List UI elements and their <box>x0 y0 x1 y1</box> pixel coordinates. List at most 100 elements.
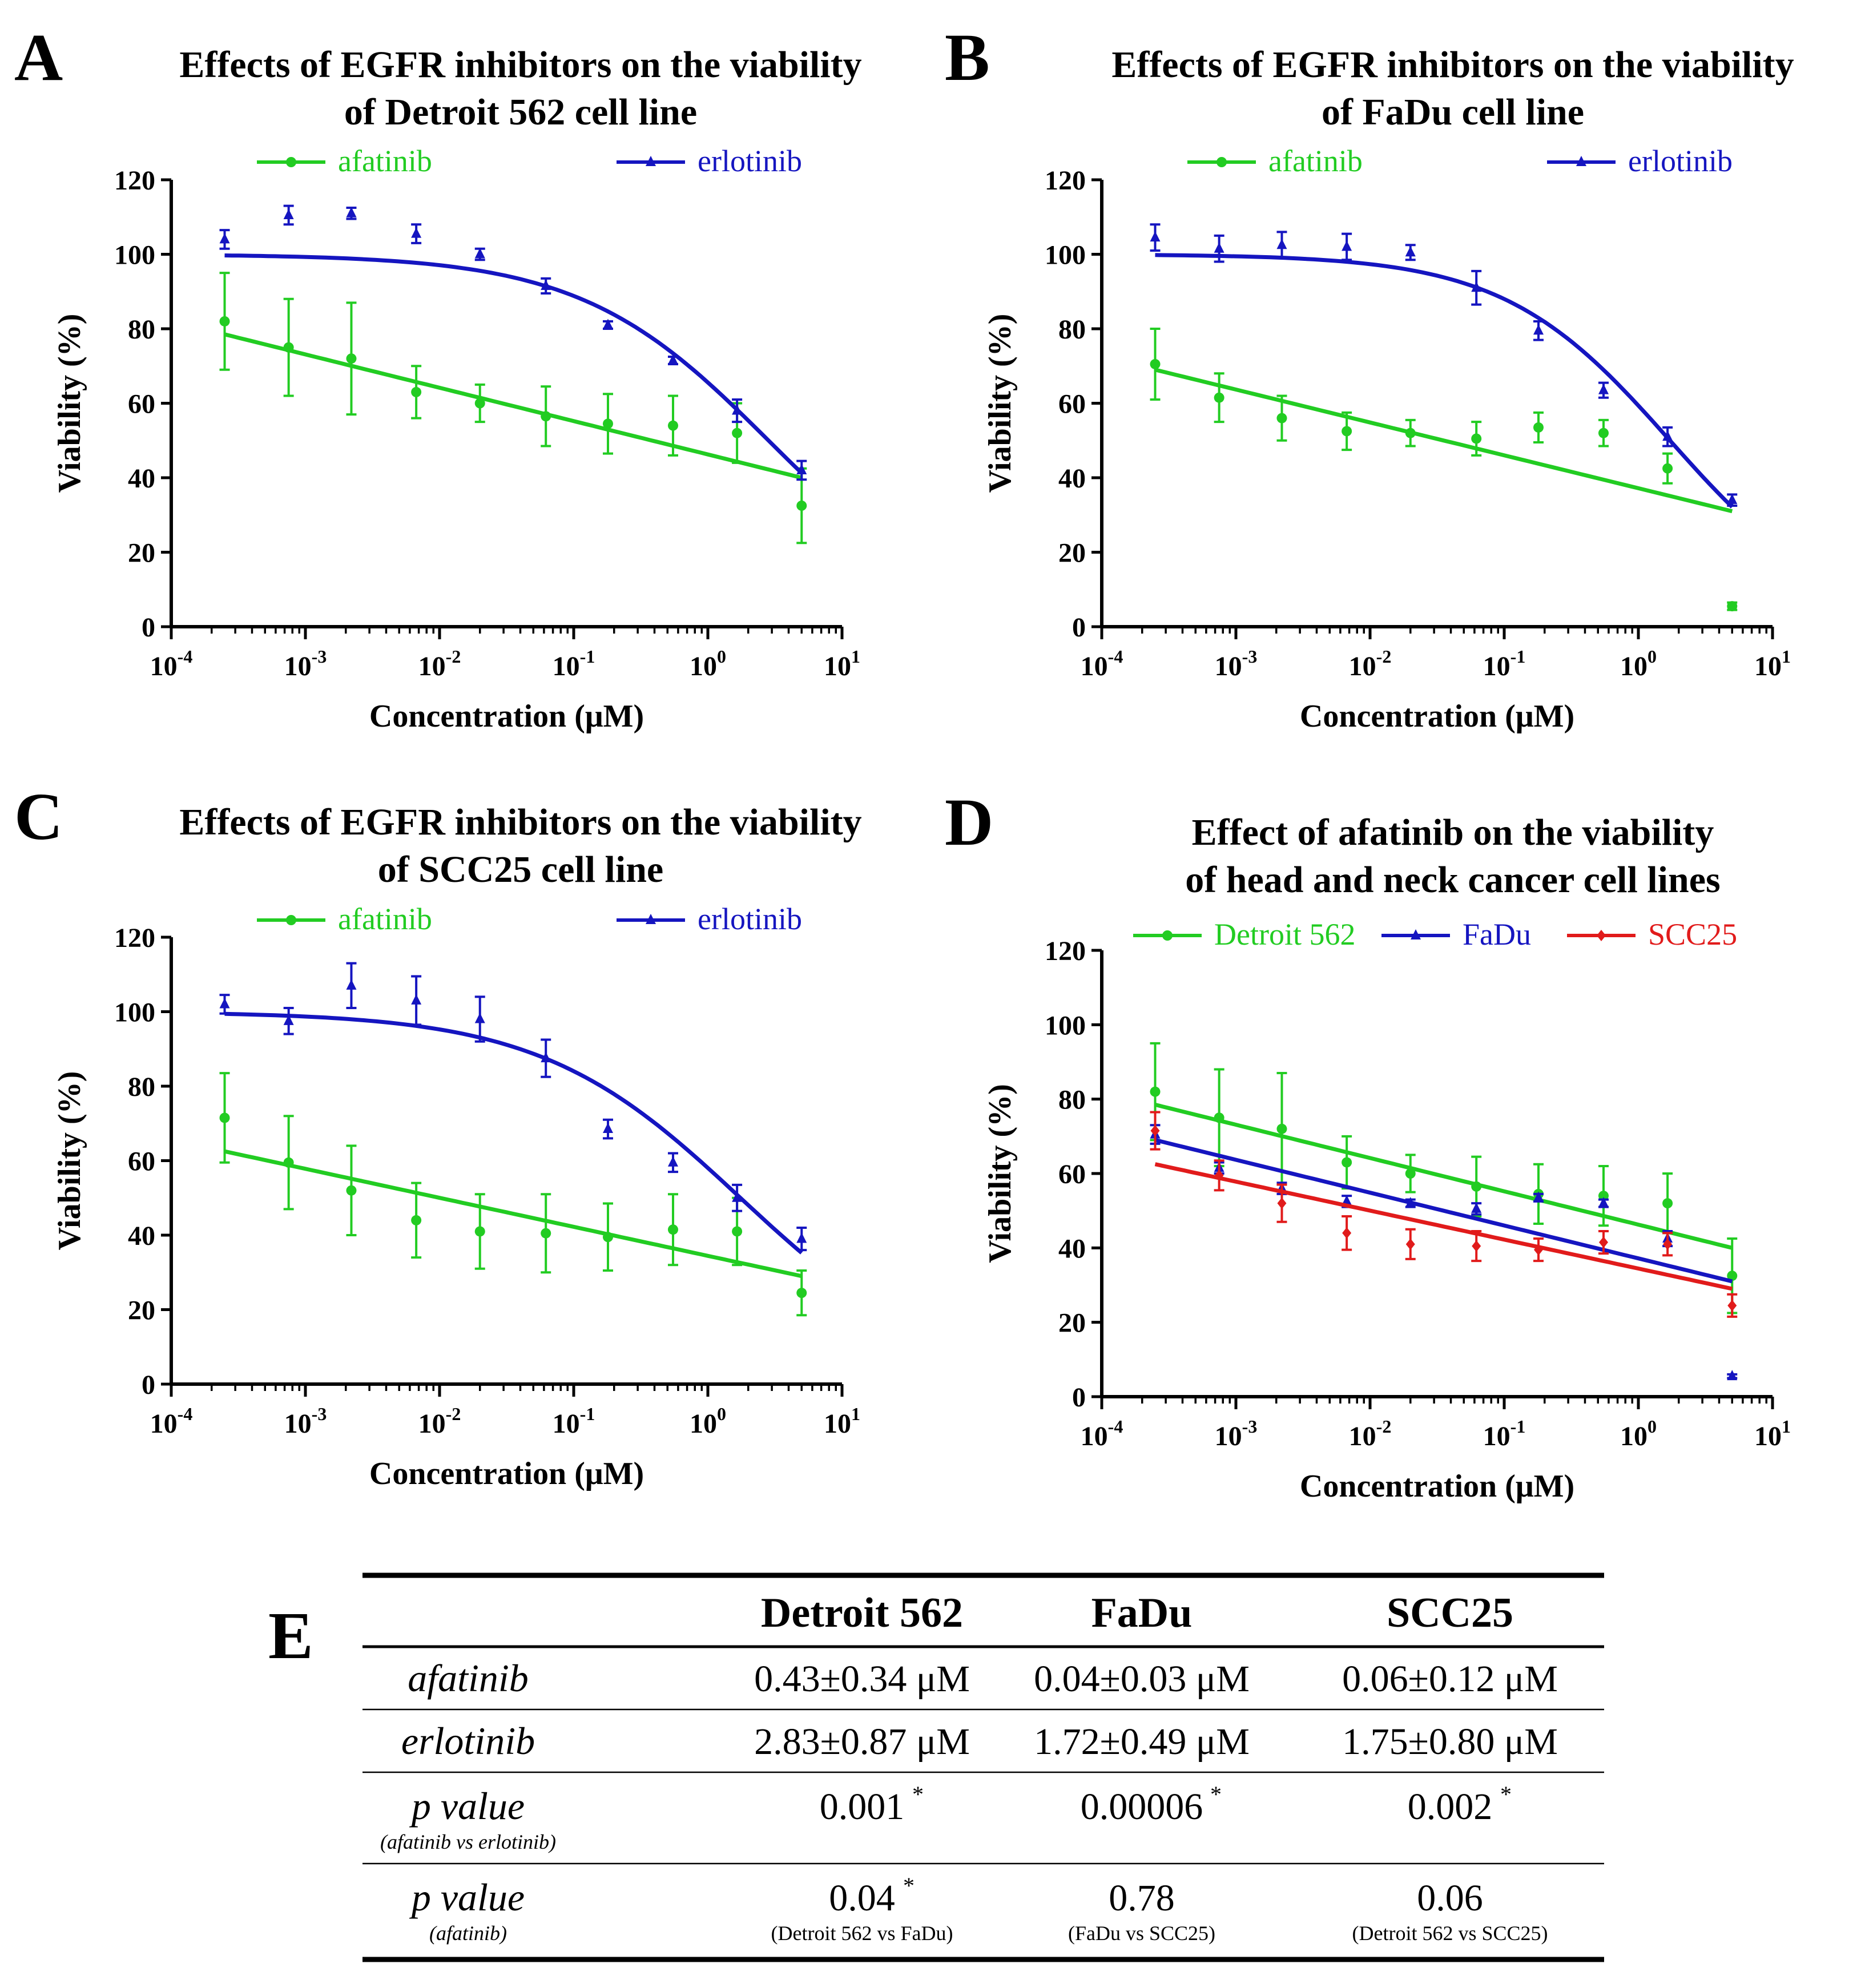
marker <box>667 354 678 365</box>
panel-letter-d: D <box>945 785 993 860</box>
marker <box>602 318 613 329</box>
data-point <box>1662 426 1673 447</box>
table-row: erlotinib 2.83±0.87 μM 1.72±0.49 μM 1.75±0.… <box>401 1719 1558 1763</box>
data-point <box>541 1193 551 1274</box>
marker <box>219 233 230 244</box>
x-tick-label: 101 <box>1754 1416 1791 1451</box>
marker <box>667 1156 678 1167</box>
data-point <box>411 1181 422 1259</box>
column-header-detroit-562: Detroit 562 <box>761 1590 963 1636</box>
summary-table: E Detroit 562 FaDu SCC25 afatinib 0.43±0.34 μ… <box>268 1572 1604 1962</box>
series-fadu <box>1150 1124 1738 1381</box>
marker <box>796 1288 807 1299</box>
chart-title-line-1: Effects of EGFR inhibitors on the viabil… <box>179 801 861 843</box>
marker <box>1472 1240 1481 1252</box>
marker <box>346 1185 357 1196</box>
marker <box>796 463 807 474</box>
legend-marker <box>1162 930 1173 941</box>
data-point <box>1342 232 1352 261</box>
data-point <box>474 995 485 1043</box>
marker <box>1150 1125 1160 1137</box>
legend-label: FaDu <box>1463 917 1531 951</box>
panel-letter-a: A <box>14 20 63 95</box>
marker <box>1342 240 1352 251</box>
marker <box>1598 428 1609 438</box>
y-tick-label: 0 <box>1072 1382 1086 1413</box>
data-point <box>732 398 743 424</box>
data-point <box>602 1202 613 1272</box>
cell-value: 0.06 <box>1417 1877 1483 1919</box>
data-point <box>1150 1111 1161 1151</box>
marker <box>1533 1244 1543 1256</box>
x-tick-label: 10-2 <box>1349 646 1392 682</box>
cell-value: 0.43±0.34 μM <box>754 1658 970 1700</box>
data-point <box>1276 231 1287 260</box>
y-tick-label: 100 <box>114 998 155 1028</box>
x-tick-label: 101 <box>824 646 860 682</box>
y-tick-label: 0 <box>142 612 155 643</box>
data-point <box>1276 394 1287 442</box>
panel-c: C Effects of EGFR inhibitors on the viabi… <box>14 779 862 1491</box>
data-point <box>283 297 294 397</box>
x-tick-label: 10-4 <box>150 1404 193 1439</box>
data-point <box>219 994 230 1015</box>
data-point <box>283 1006 294 1035</box>
data-point <box>796 459 807 481</box>
data-point <box>219 1072 230 1164</box>
series-scc25 <box>1150 1111 1738 1318</box>
legend-marker <box>646 156 656 166</box>
y-axis-label: Viability (%) <box>52 1071 87 1251</box>
marker <box>1598 1236 1608 1248</box>
y-tick-label: 20 <box>128 1296 155 1326</box>
data-point <box>667 1193 678 1267</box>
y-axis-label: Viability (%) <box>982 1084 1018 1263</box>
marker <box>283 208 294 219</box>
data-point <box>1598 381 1609 399</box>
cell-value: 0.001 <box>820 1786 905 1828</box>
cell-value: 1.72±0.49 μM <box>1034 1721 1250 1763</box>
fit-curve <box>224 1149 803 1279</box>
fit-curve <box>1154 368 1733 514</box>
data-point <box>1727 493 1738 507</box>
data-point <box>541 385 551 447</box>
data-point <box>283 204 294 226</box>
marker <box>1662 1198 1673 1209</box>
legend-entry-detroit-562: Detroit 562 <box>1133 917 1355 951</box>
cell-value: 0.06±0.12 μM <box>1342 1658 1558 1700</box>
x-tick-label: 10-1 <box>553 1404 595 1439</box>
fit-curve <box>1154 1138 1733 1284</box>
significance-star: * <box>1210 1781 1222 1807</box>
series-detroit-562 <box>1150 1042 1738 1314</box>
marker <box>602 1232 613 1243</box>
data-point <box>602 1118 613 1140</box>
data-point <box>1533 411 1544 444</box>
marker <box>1727 1370 1738 1381</box>
x-tick-label: 100 <box>690 646 726 682</box>
row-label: afatinib <box>408 1656 529 1700</box>
marker <box>541 1052 551 1063</box>
series-afatinib <box>219 1072 807 1317</box>
marker <box>1727 1271 1738 1281</box>
y-tick-label: 120 <box>1045 936 1086 966</box>
chart-title-line-2: of head and neck cancer cell lines <box>1185 859 1720 901</box>
marker <box>1471 281 1482 292</box>
y-tick-label: 60 <box>1058 389 1086 420</box>
data-point <box>796 1226 807 1252</box>
marker <box>1214 392 1224 403</box>
cell-note: (Detroit 562 vs FaDu) <box>771 1922 953 1945</box>
data-point <box>1471 1230 1482 1263</box>
marker <box>602 418 613 429</box>
x-tick-label: 10-2 <box>418 646 461 682</box>
data-point <box>732 1183 743 1212</box>
legend-label: SCC25 <box>1648 917 1737 951</box>
marker <box>474 398 485 409</box>
cell-note: (FaDu vs SCC25) <box>1068 1922 1215 1945</box>
data-point <box>283 1115 294 1211</box>
legend-label: afatinib <box>338 902 432 936</box>
y-tick-label: 80 <box>1058 1085 1086 1115</box>
data-point <box>1533 320 1544 341</box>
marker <box>1727 601 1738 612</box>
data-point <box>667 394 678 457</box>
cell-value: 0.00006 <box>1081 1786 1203 1828</box>
marker <box>1533 1191 1544 1202</box>
